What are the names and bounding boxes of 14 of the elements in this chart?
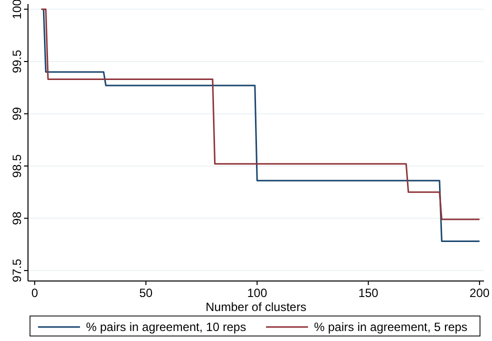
legend-label: % pairs in agreement, 10 reps: [86, 320, 246, 334]
x-tick-label: 50: [139, 286, 153, 300]
x-tick-label: 200: [470, 286, 490, 300]
legend-label: % pairs in agreement, 5 reps: [314, 320, 468, 334]
x-tick-label: 0: [31, 286, 38, 300]
y-tick-label: 98.5: [10, 154, 24, 178]
x-tick-label: 150: [358, 286, 379, 300]
y-tick-label: 99.5: [10, 49, 24, 74]
x-axis-title: Number of clusters: [206, 300, 306, 314]
y-tick-label: 100: [10, 0, 24, 20]
x-tick-label: 100: [247, 286, 268, 300]
y-tick-label: 98: [10, 211, 24, 225]
y-tick-label: 99: [10, 106, 24, 120]
y-tick-label: 97.5: [10, 258, 24, 282]
